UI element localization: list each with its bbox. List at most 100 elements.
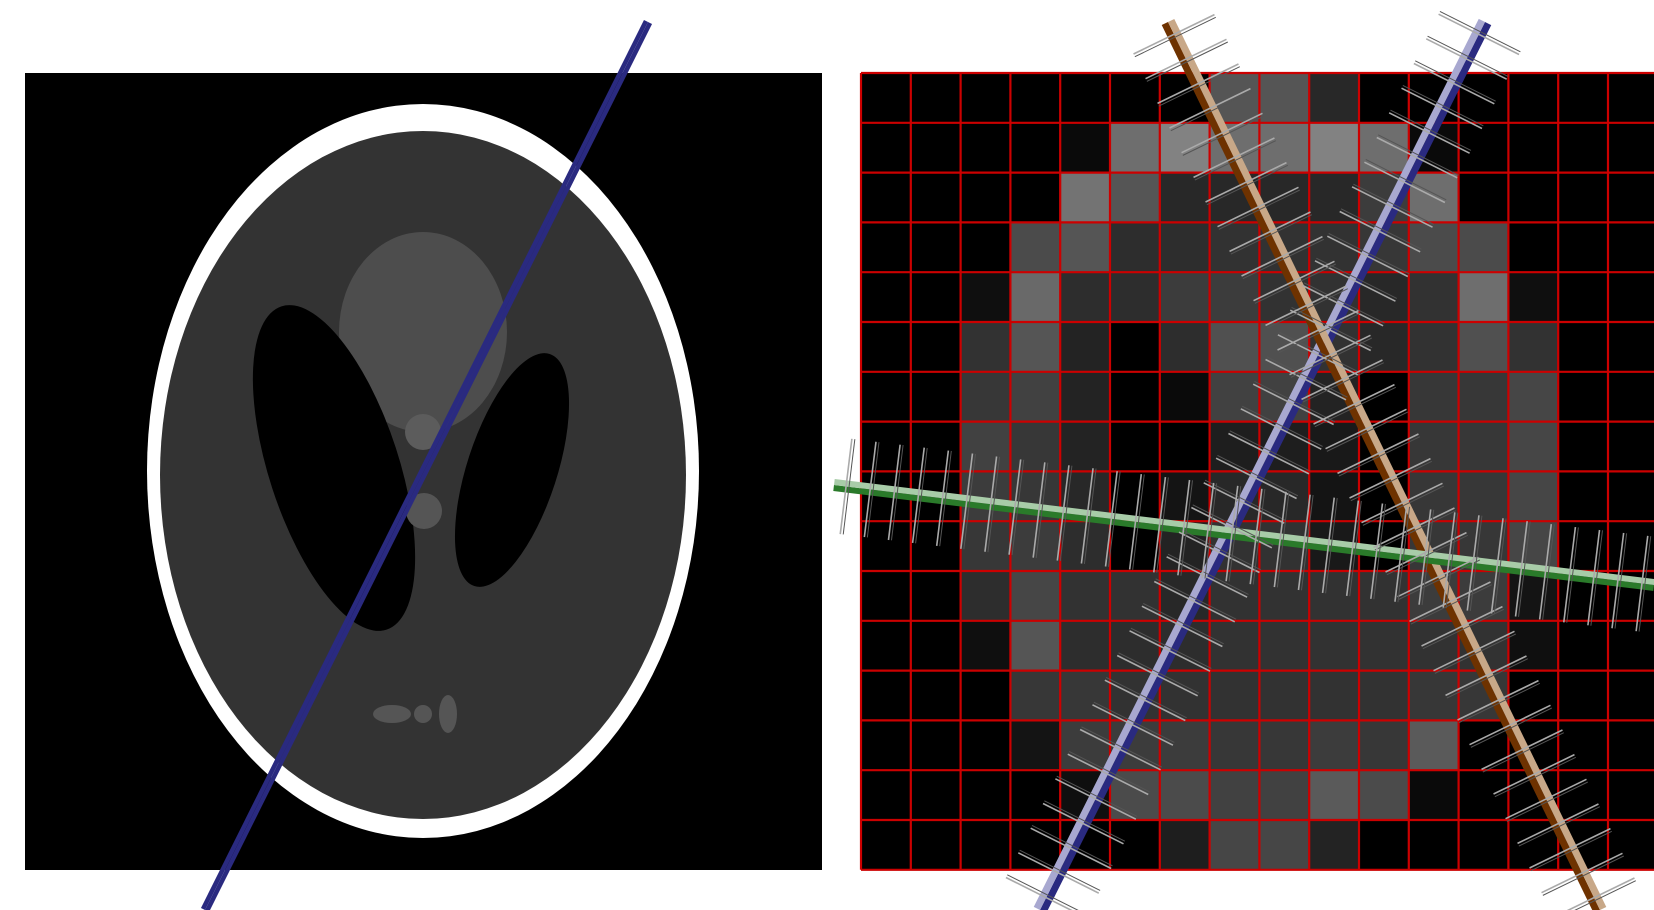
blue-ray-tick: [1339, 210, 1421, 253]
pixel-cell: [1110, 571, 1160, 621]
pixel-cell: [861, 73, 911, 123]
pixel-cell: [1159, 720, 1210, 771]
brown-ray-tick: [1157, 63, 1239, 105]
pixel-cell: [960, 172, 1011, 223]
brown-ray-tick: [1434, 633, 1516, 674]
green-ray-tick: [1611, 532, 1625, 629]
pixel-cell: [1010, 222, 1061, 273]
blue-ray-tick: [1079, 728, 1161, 771]
brown-ray-tick: [1301, 359, 1383, 401]
pixel-cell: [1508, 73, 1559, 123]
blue-ray-tick: [1316, 257, 1398, 299]
pixel-cell: [1608, 172, 1654, 223]
blue-ray-tick: [1042, 802, 1124, 845]
green-ray-tick: [1252, 489, 1266, 585]
pixel-cell: [960, 770, 1011, 820]
pixel-cell: [960, 73, 1011, 123]
pixel-cell: [861, 820, 911, 870]
green-ray-tick: [1566, 527, 1579, 623]
pixel-cell: [1010, 122, 1061, 173]
blue-ray-tick: [1178, 531, 1260, 574]
pixel-cell: [1209, 322, 1260, 372]
ray-sample-ticks: [839, 11, 1652, 910]
brown-ray-tick: [1193, 137, 1275, 179]
pixel-cell: [1359, 272, 1409, 322]
pixel-cell: [1359, 770, 1409, 820]
brown-ray-tick: [1529, 827, 1611, 869]
pixel-cell: [861, 222, 911, 273]
brown-ray-tick: [1229, 211, 1311, 253]
pixel-cell: [1508, 670, 1559, 721]
blue-ray-tick: [1118, 652, 1200, 694]
brown-ray-tick: [1133, 13, 1215, 55]
blue-ray-tick: [1215, 457, 1297, 500]
blue-ray-tick: [1204, 479, 1286, 521]
pixel-cell: [1110, 770, 1160, 820]
brown-ray-tick: [1482, 732, 1564, 773]
pixel-cell: [1508, 371, 1559, 422]
brown-ray-tick: [1170, 90, 1252, 132]
pixel-cell: [1558, 73, 1608, 123]
pixel-cell: [910, 720, 961, 771]
blue-ray-tick: [1228, 432, 1310, 475]
pixel-cell: [1010, 421, 1061, 472]
pixel-cell: [1259, 122, 1310, 173]
bottom-blob-middle: [414, 705, 432, 723]
blue-ray-tick: [1141, 605, 1223, 648]
pixel-cell: [1110, 73, 1160, 123]
brown-ray-tick: [1469, 704, 1551, 746]
blue-ray-tick: [1376, 136, 1458, 179]
brown-ray-tick: [1421, 605, 1503, 647]
pixel-cell: [1558, 471, 1608, 522]
blue-ray-tick: [1116, 654, 1199, 697]
pixel-cell: [1010, 172, 1061, 223]
pixel-cell: [1159, 770, 1210, 820]
pixel-cell: [960, 571, 1011, 621]
blue-ray-tick: [1143, 603, 1224, 645]
blue-ray-tick: [1302, 284, 1384, 327]
pixel-cell: [1309, 471, 1359, 522]
pixel-cell: [1209, 720, 1260, 771]
brown-ray-tick: [1241, 235, 1323, 277]
pixel-cell: [1110, 820, 1160, 870]
pixel-cell: [1359, 122, 1409, 173]
blue-ray-tick: [1068, 751, 1150, 793]
pixel-cell: [1458, 720, 1509, 771]
pixel-cell: [1508, 322, 1559, 372]
green-ray-tick: [1008, 459, 1022, 555]
green-ray-tick: [963, 453, 976, 550]
brown-ray-tick: [1205, 161, 1287, 203]
green-ray-tick: [1542, 524, 1555, 620]
pixel-cell: [910, 272, 961, 322]
pixel-cell: [1408, 720, 1459, 771]
blue-ray-tick: [1279, 331, 1360, 373]
blue-ray-tick: [1203, 482, 1285, 524]
blue-ray-tick: [1017, 852, 1100, 894]
pixel-cell: [1458, 322, 1509, 372]
brown-ray-tick: [1446, 658, 1528, 699]
green-ray-tick: [1587, 529, 1601, 626]
brown-ray-tick: [1314, 386, 1396, 428]
pixel-cell: [1110, 620, 1160, 671]
pixel-cell: [1209, 222, 1260, 273]
pixel-cell: [960, 620, 1011, 671]
pixel-cell: [910, 122, 961, 173]
small-upper-blob: [405, 414, 441, 450]
blue-ray-tick: [1328, 233, 1410, 275]
green-ray-tick: [1204, 483, 1218, 579]
pixel-cell: [1309, 571, 1359, 621]
pixel-cell: [960, 371, 1011, 422]
right-ventricle-ellipse: [454, 353, 570, 587]
pixel-cell: [1209, 770, 1260, 820]
blue-ray-dark: [1039, 21, 1492, 910]
green-ray-tick: [1080, 468, 1094, 564]
pixel-cell: [1060, 620, 1110, 671]
pixel-cell: [1159, 820, 1210, 870]
pixel-cell: [1508, 421, 1559, 472]
pixel-cell: [1608, 471, 1654, 522]
pixel-cell: [1060, 421, 1110, 472]
green-ray-tick: [1562, 526, 1577, 623]
blue-ray-tick: [1439, 11, 1521, 53]
green-ray-tick: [1249, 488, 1263, 585]
left-blue-ray-dark: [204, 21, 653, 910]
